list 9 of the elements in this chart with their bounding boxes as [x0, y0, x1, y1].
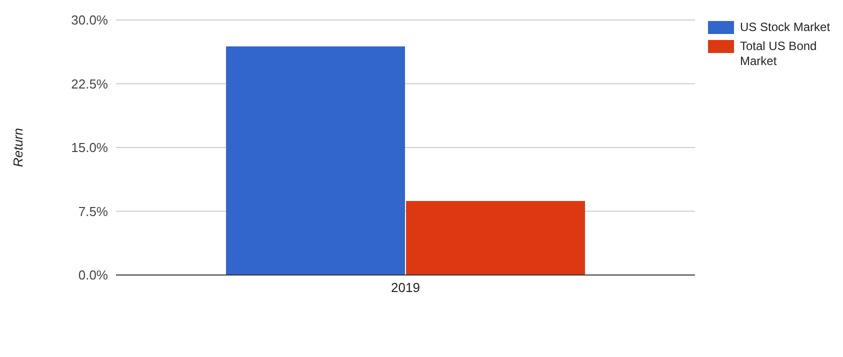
y-tick-label: 7.5%	[78, 204, 108, 219]
y-tick-label: 22.5%	[71, 76, 108, 92]
y-axis-title: Return	[10, 128, 26, 168]
legend-label: Total US Bond Market	[740, 39, 818, 69]
y-tick-label: 15.0%	[71, 140, 108, 156]
legend-label: US Stock Market	[740, 20, 830, 35]
y-tick-label: 30.0%	[71, 12, 108, 28]
x-tick-label: 2019	[391, 280, 420, 296]
y-tick-label: 0.0%	[78, 268, 108, 283]
